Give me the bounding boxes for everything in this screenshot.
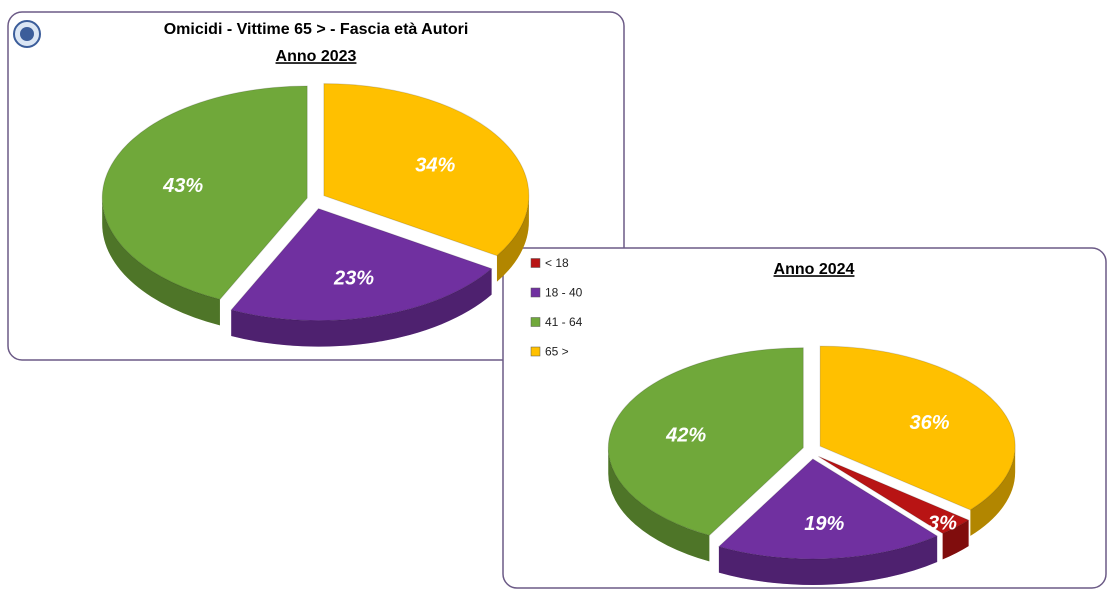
data-label: 34% <box>415 154 455 176</box>
slice-side <box>102 198 220 326</box>
chart-subtitle: Anno 2024 <box>774 261 855 278</box>
slice <box>607 347 804 536</box>
slice <box>101 85 308 300</box>
legend-box <box>520 250 623 359</box>
pie: 23% 43% 34% <box>101 83 530 347</box>
slice-side <box>970 446 1016 536</box>
legend-label: 18 - 40 <box>545 286 583 300</box>
legend-label: 41 - 64 <box>545 315 583 329</box>
data-label: 42% <box>665 425 706 447</box>
legend-label: 65 > <box>545 345 569 359</box>
slice-side <box>231 268 492 347</box>
slice-shade <box>942 520 969 560</box>
slice-shade <box>718 536 938 585</box>
legend-swatch <box>530 346 541 357</box>
data-label: 43% <box>162 175 203 197</box>
pie: 3% 19% 42% 36% <box>607 345 1016 585</box>
slice <box>323 83 530 257</box>
slice-shade <box>102 198 220 326</box>
slice-side <box>608 447 710 562</box>
legend: < 18 18 - 40 41 - 64 65 > <box>530 256 583 359</box>
legend-label: < 18 <box>545 256 569 270</box>
slice-side <box>496 195 529 282</box>
logo <box>20 27 34 41</box>
legend-swatch <box>530 258 541 268</box>
slice <box>717 458 939 560</box>
slice-shade <box>608 447 710 562</box>
legend-swatch <box>530 317 541 327</box>
slice-side <box>942 520 969 560</box>
slice-shade <box>970 446 1016 536</box>
slice-side <box>718 536 938 585</box>
slice-shade <box>231 268 492 347</box>
slice <box>819 345 1016 511</box>
slice-shade <box>496 195 529 282</box>
slice <box>818 455 970 534</box>
data-label: 19% <box>804 513 844 535</box>
chart-subtitle: Anno 2023 <box>276 48 357 65</box>
slice <box>230 208 493 322</box>
data-label: 36% <box>910 412 950 434</box>
data-label: 23% <box>333 268 374 290</box>
data-label: 3% <box>928 512 957 534</box>
legend-swatch <box>530 287 541 298</box>
chart-title: Omicidi - Vittime 65 > - Fascia età Auto… <box>164 21 469 38</box>
